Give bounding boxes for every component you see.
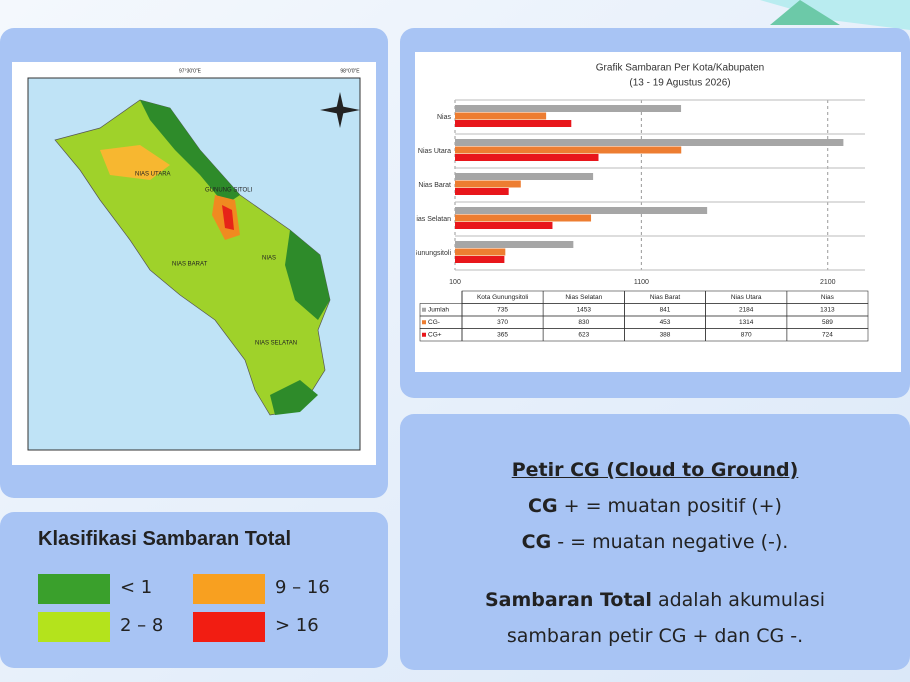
legend-swatch bbox=[193, 574, 265, 604]
info-line: CG - = muatan negative (-). bbox=[400, 524, 910, 560]
legend-swatch bbox=[422, 320, 426, 325]
legend-swatch bbox=[422, 307, 426, 312]
map-label: NIAS BARAT bbox=[172, 262, 208, 268]
bar bbox=[455, 188, 509, 195]
chart: 100 1100 2100 Kota Gunungsitoli Nias Selatan… bbox=[396, 99, 869, 342]
table-cell: 724 bbox=[822, 331, 833, 338]
x-tick-label: 1100 bbox=[634, 279, 649, 286]
y-tick-label: Nias Barat bbox=[418, 182, 451, 189]
map-label: GUNUNG SITOLI bbox=[205, 188, 253, 194]
table-header: Nias Selatan bbox=[565, 294, 602, 301]
legend-label: < 1 bbox=[120, 577, 153, 598]
y-tick-label: Nias Selatan bbox=[411, 216, 451, 223]
compass bbox=[320, 92, 360, 128]
legend-swatch bbox=[38, 574, 110, 604]
table-cell: 830 bbox=[578, 319, 589, 326]
x-tick-label: 2100 bbox=[820, 279, 836, 286]
map-coord: 98°0'0"E bbox=[340, 68, 360, 74]
bar bbox=[455, 154, 599, 161]
bar bbox=[455, 139, 844, 146]
chart-subtitle: (13 - 19 Agustus 2026) bbox=[629, 78, 730, 89]
table-cell: 2184 bbox=[739, 306, 754, 313]
info-text: adalah akumulasi bbox=[657, 589, 826, 611]
bar bbox=[455, 112, 547, 120]
legend-label: > 16 bbox=[275, 615, 319, 636]
chart-title: Grafik Sambaran Per Kota/Kabupaten bbox=[596, 63, 764, 74]
bar bbox=[455, 241, 574, 248]
legend-swatch bbox=[193, 612, 265, 642]
legend-label: Jumlah bbox=[428, 306, 449, 313]
bar bbox=[455, 256, 505, 263]
info-bold: Sambaran Total bbox=[484, 589, 652, 611]
map-zone bbox=[285, 230, 330, 320]
info-bold: CG bbox=[528, 495, 558, 517]
decoration bbox=[770, 0, 840, 25]
legend-label: 9 – 16 bbox=[275, 577, 330, 598]
map-zone bbox=[222, 205, 234, 230]
table-header: Nias Utara bbox=[731, 294, 762, 301]
bar bbox=[455, 173, 594, 180]
bar bbox=[455, 207, 708, 214]
bar bbox=[455, 180, 521, 188]
y-tick-label: Nias Utara bbox=[418, 148, 451, 155]
table-cell: 365 bbox=[497, 331, 508, 338]
info-text: + = muatan positif (+) bbox=[563, 495, 782, 517]
table-header: Kota Gunungsitoli bbox=[477, 294, 528, 301]
info-text: Petir CG (Cloud to Ground) CG + = muatan… bbox=[400, 452, 910, 654]
x-tick-label: 100 bbox=[449, 279, 461, 286]
table-cell: 589 bbox=[822, 319, 833, 326]
table-border bbox=[419, 328, 869, 342]
table-cell: 388 bbox=[660, 331, 671, 338]
map-zone bbox=[140, 100, 240, 205]
legend-swatch bbox=[422, 332, 426, 337]
table-cell: 1314 bbox=[739, 319, 754, 326]
table-cell: 453 bbox=[660, 319, 671, 326]
bar bbox=[455, 105, 682, 112]
map-coord: 97°30'0"E bbox=[179, 68, 202, 74]
info-text: - = muatan negative (-). bbox=[557, 531, 789, 553]
y-labels: Kota Gunungsitoli Nias Selatan Nias Barat N… bbox=[396, 114, 452, 257]
info-line: sambaran petir CG + dan CG -. bbox=[506, 625, 804, 647]
table-cell: 370 bbox=[497, 319, 508, 326]
legend-title: Klasifikasi Sambaran Total bbox=[38, 528, 292, 550]
y-tick-label: Kota Gunungsitoli bbox=[396, 250, 452, 257]
bar bbox=[455, 214, 592, 222]
info-panel bbox=[400, 414, 910, 670]
map-zone bbox=[270, 380, 318, 415]
table-cell: 841 bbox=[660, 306, 671, 313]
legend-label: CG- bbox=[428, 319, 440, 326]
info-bold: CG bbox=[521, 531, 552, 553]
legend-label: 2 – 8 bbox=[120, 615, 164, 636]
bar bbox=[455, 120, 572, 127]
info-line: Sambaran Total adalah akumulasi bbox=[400, 582, 910, 618]
legend-label: CG+ bbox=[428, 331, 442, 338]
table-header: Nias Barat bbox=[650, 294, 681, 301]
legend-swatch bbox=[38, 612, 110, 642]
table-cell: 623 bbox=[578, 331, 589, 338]
info-line: CG + = muatan positif (+) bbox=[400, 488, 910, 524]
y-tick-label: Nias bbox=[437, 114, 452, 121]
table-cell: 870 bbox=[741, 331, 752, 338]
table-cell: 1313 bbox=[820, 306, 835, 313]
bar bbox=[455, 146, 682, 154]
table-header: Nias bbox=[821, 294, 835, 301]
map-zone bbox=[100, 145, 170, 180]
info-heading: Petir CG (Cloud to Ground) bbox=[511, 459, 799, 481]
map-label: NIAS bbox=[262, 256, 276, 262]
table-cell: 1453 bbox=[577, 306, 592, 313]
map-label: NIAS SELATAN bbox=[255, 341, 297, 347]
map-label: NIAS UTARA bbox=[135, 172, 171, 178]
bar bbox=[455, 248, 506, 256]
bar bbox=[455, 222, 553, 229]
table-cell: 735 bbox=[497, 306, 508, 313]
